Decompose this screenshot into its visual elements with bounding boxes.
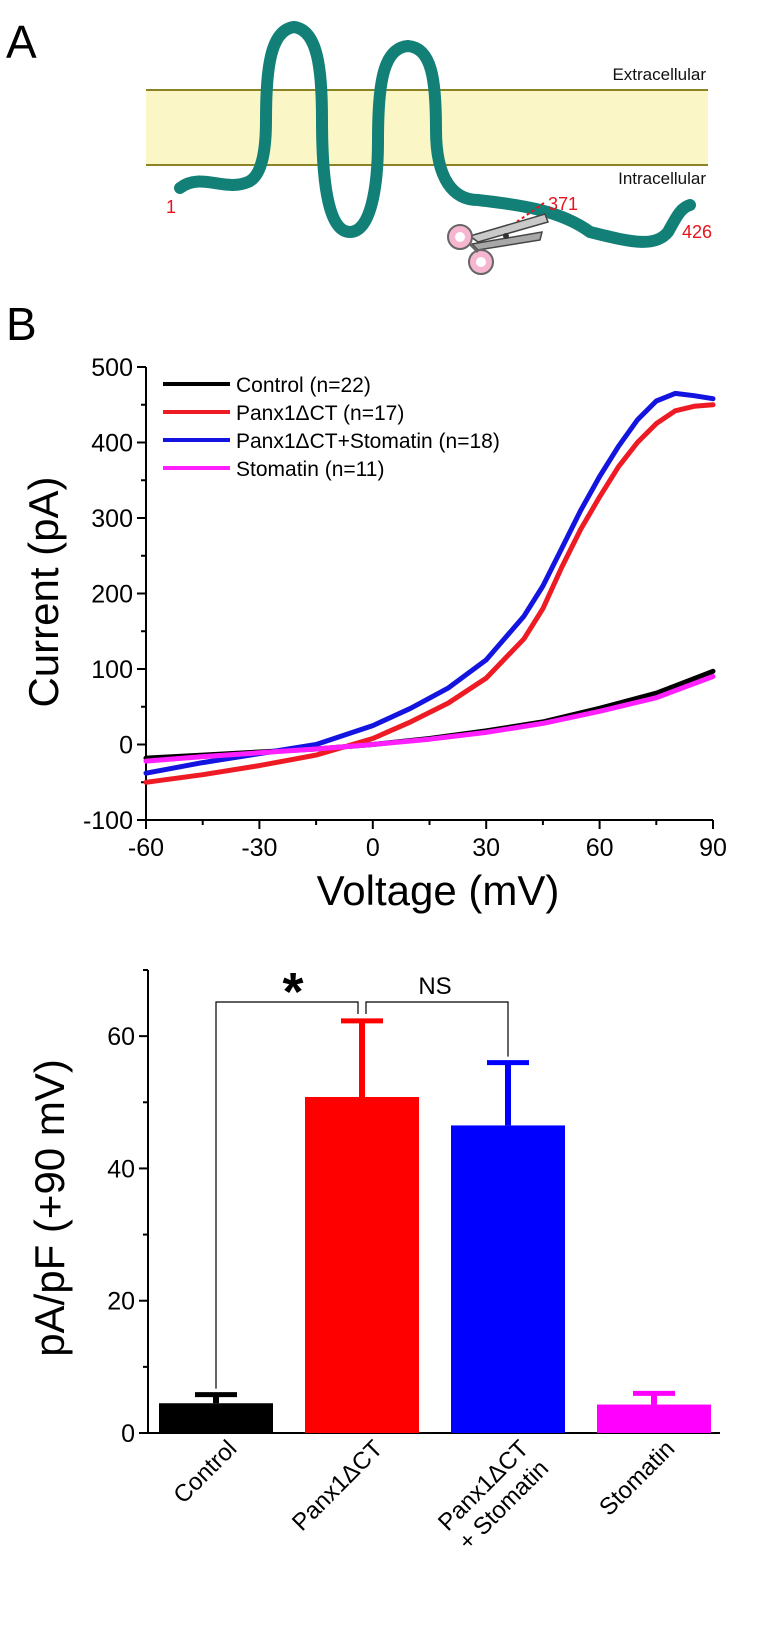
iv-tick-labels: -60 -30 0 30 60 90 -100 0 100 200 300 400 500 xyxy=(83,354,727,862)
iv-legend: Control (n=22) Panx1ΔCT (n=17) Panx1ΔCT+St… xyxy=(163,374,500,481)
significance-bracket xyxy=(215,1001,359,1389)
iv-legend-label: Control (n=22) xyxy=(236,374,371,397)
iv-x-tick-label: 60 xyxy=(586,834,614,862)
panel-a-letter: A xyxy=(6,16,37,68)
significance-star-label: * xyxy=(282,962,303,1022)
iv-x-tick-label: 0 xyxy=(366,834,380,862)
bar-rect xyxy=(597,1404,711,1433)
iv-y-tick-label: -100 xyxy=(83,807,133,835)
iv-x-tick-label: -30 xyxy=(241,834,277,862)
iv-y-axis-title: Current (pA) xyxy=(20,476,67,707)
significance-annotations: * NS xyxy=(215,962,509,1389)
bar-category-label: Panx1ΔCT+ Stomatin xyxy=(433,1435,554,1556)
bar-category-labels: Control Panx1ΔCT Panx1ΔCT+ Stomatin Stomati… xyxy=(168,1435,680,1556)
iv-series-lines xyxy=(143,390,716,785)
bar-rect xyxy=(159,1403,273,1433)
iv-axes xyxy=(137,366,714,829)
bar-marks xyxy=(159,1096,711,1433)
iv-x-axis-title: Voltage (mV) xyxy=(317,867,560,914)
panel-a: A Extracellular Intracellular 1 371 426 xyxy=(6,16,712,275)
bar-category-label-line: Control xyxy=(168,1435,242,1509)
bar-y-tick-label: 0 xyxy=(121,1420,135,1448)
panel-b-letter: B xyxy=(6,298,37,350)
ns-label: NS xyxy=(418,973,451,1000)
iv-series-line xyxy=(143,390,716,776)
iv-line-chart: -60 -30 0 30 60 90 -100 0 100 200 300 400 500 Contro… xyxy=(20,354,727,914)
iv-legend-label: Stomatin (n=11) xyxy=(236,458,384,481)
iv-series-line xyxy=(143,674,716,764)
iv-x-tick-label: 30 xyxy=(472,834,500,862)
membrane-bilayer xyxy=(146,90,708,165)
extracellular-label: Extracellular xyxy=(612,65,706,84)
bar-error-bars xyxy=(195,1018,675,1405)
bar-category-label: Stomatin xyxy=(594,1435,680,1521)
residue-426-label: 426 xyxy=(682,222,712,242)
bar-rect xyxy=(305,1096,419,1433)
iv-x-tick-label: 90 xyxy=(699,834,727,862)
pannexin1-topology-path xyxy=(174,21,696,248)
iv-y-tick-label: 100 xyxy=(91,656,133,684)
bar-category-label-line: Panx1ΔCT xyxy=(287,1435,388,1536)
residue-371-label: 371 xyxy=(548,194,578,214)
bar-axes xyxy=(139,969,720,1434)
iv-y-tick-label: 400 xyxy=(91,430,133,458)
bar-category-label-line: Stomatin xyxy=(594,1435,680,1521)
bar-y-tick-label: 40 xyxy=(107,1155,135,1183)
iv-y-tick-label: 0 xyxy=(119,732,133,760)
bar-y-tick-label: 60 xyxy=(107,1023,135,1051)
iv-series-line xyxy=(143,402,716,785)
density-bar-chart: 0 20 40 60 * NS Control Panx1ΔCT Panx1ΔCT+ Sto… xyxy=(26,962,720,1556)
bar-y-axis-title: pA/pF (+90 mV) xyxy=(26,1059,73,1357)
iv-y-tick-label: 300 xyxy=(91,505,133,533)
residue-1-label: 1 xyxy=(166,197,176,217)
bar-category-label: Panx1ΔCT xyxy=(287,1435,388,1536)
bar-y-tick-label: 20 xyxy=(107,1288,135,1316)
scissors-icon xyxy=(447,213,549,275)
intracellular-label: Intracellular xyxy=(618,169,706,188)
iv-x-tick-label: -60 xyxy=(128,834,164,862)
iv-y-tick-label: 200 xyxy=(91,581,133,609)
ns-bracket xyxy=(365,1001,509,1057)
iv-legend-label: Panx1ΔCT+Stomatin (n=18) xyxy=(236,430,500,453)
bar-rect xyxy=(451,1125,565,1433)
iv-legend-label: Panx1ΔCT (n=17) xyxy=(236,402,404,425)
bar-tick-labels: 0 20 40 60 xyxy=(107,1023,135,1448)
iv-y-tick-label: 500 xyxy=(91,354,133,382)
bar-category-label: Control xyxy=(168,1435,242,1509)
